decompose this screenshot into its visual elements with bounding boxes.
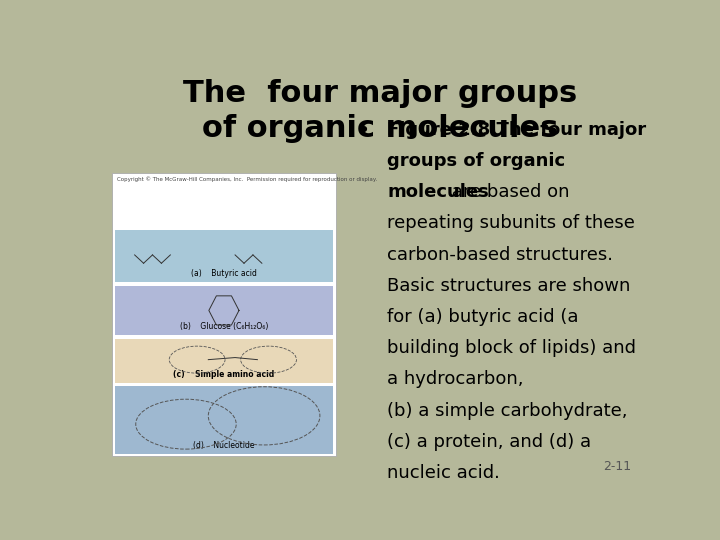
Text: (a)    Butyric acid: (a) Butyric acid bbox=[191, 269, 257, 278]
Text: repeating subunits of these: repeating subunits of these bbox=[387, 214, 635, 233]
Bar bbox=[115, 386, 333, 454]
Text: Figure 2.8 The four major: Figure 2.8 The four major bbox=[387, 121, 647, 139]
Text: a hydrocarbon,: a hydrocarbon, bbox=[387, 370, 524, 388]
Text: (d)    Nucleotide: (d) Nucleotide bbox=[193, 441, 255, 450]
Text: building block of lipids) and: building block of lipids) and bbox=[387, 339, 636, 357]
Text: (c) a protein, and (d) a: (c) a protein, and (d) a bbox=[387, 433, 592, 451]
Text: (c)    Simple amino acid: (c) Simple amino acid bbox=[174, 369, 274, 379]
Text: carbon-based structures.: carbon-based structures. bbox=[387, 246, 613, 264]
Text: nucleic acid.: nucleic acid. bbox=[387, 464, 500, 482]
Text: (b) a simple carbohydrate,: (b) a simple carbohydrate, bbox=[387, 402, 628, 420]
Text: •: • bbox=[358, 121, 370, 141]
Text: (b)    Glucose (C₆H₁₂O₆): (b) Glucose (C₆H₁₂O₆) bbox=[180, 322, 268, 331]
Text: groups of organic: groups of organic bbox=[387, 152, 565, 170]
Text: for (a) butyric acid (a: for (a) butyric acid (a bbox=[387, 308, 579, 326]
Text: are based on: are based on bbox=[446, 183, 570, 201]
Text: Basic structures are shown: Basic structures are shown bbox=[387, 277, 631, 295]
Text: 2-11: 2-11 bbox=[603, 460, 631, 473]
Text: Copyright © The McGraw-Hill Companies, Inc.  Permission required for reproductio: Copyright © The McGraw-Hill Companies, I… bbox=[117, 176, 377, 182]
Text: The  four major groups
of organic molecules: The four major groups of organic molecul… bbox=[183, 79, 577, 143]
Bar bbox=[112, 173, 336, 456]
Bar bbox=[115, 339, 333, 383]
Bar bbox=[115, 230, 333, 282]
Text: molecules: molecules bbox=[387, 183, 489, 201]
Bar bbox=[115, 286, 333, 335]
